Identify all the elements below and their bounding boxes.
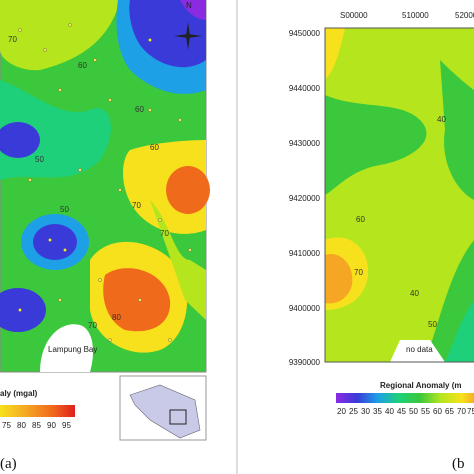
legend-tick: 60: [433, 407, 442, 416]
colorbar: [0, 405, 75, 417]
legend-tick: 65: [445, 407, 454, 416]
no-data-label: no data: [406, 345, 433, 354]
y-tick-label: 9440000: [289, 84, 321, 93]
contour-label: 70: [8, 35, 17, 44]
contour-label: 50: [428, 320, 437, 329]
low: [0, 122, 40, 158]
legend-tick: 20: [337, 407, 346, 416]
contour-label: 40: [410, 289, 419, 298]
legend-title: Regional Anomaly (m: [380, 381, 462, 390]
y-tick-label: 9390000: [289, 358, 321, 367]
legend-tick: 35: [373, 407, 382, 416]
caption: (a): [0, 456, 17, 472]
legend-title: aly (mgal): [0, 389, 38, 398]
contour-label: 60: [78, 61, 87, 70]
zone: [150, 200, 206, 320]
legend-tick: 55: [421, 407, 430, 416]
contour-label: 70: [160, 229, 169, 238]
contour-label: 70: [354, 268, 363, 277]
zone: [325, 28, 345, 80]
map-border: [324, 27, 474, 363]
stations: [18, 23, 192, 342]
legend-tick: 95: [62, 421, 71, 430]
contour-label: 50: [60, 205, 69, 214]
contour-label: 50: [35, 155, 44, 164]
inset-box: [169, 409, 187, 425]
zone: [325, 254, 353, 304]
y-tick-label: 9410000: [289, 249, 321, 258]
bay: [40, 324, 93, 372]
north-arrow: [174, 22, 202, 50]
zone: [129, 0, 206, 68]
y-tick-label: 9430000: [289, 139, 321, 148]
legend-tick: 90: [47, 421, 56, 430]
zone: [0, 0, 120, 71]
legend-tick: 30: [361, 407, 370, 416]
colorbar: [336, 393, 474, 403]
contour-label: 70: [132, 201, 141, 210]
legend-tick: 85: [32, 421, 41, 430]
no-data-area: [390, 340, 445, 362]
contour-label: 60: [135, 105, 144, 114]
high: [103, 268, 171, 332]
zone: [325, 95, 427, 195]
north: N: [186, 1, 192, 10]
contour-label: 60: [356, 215, 365, 224]
y-tick-label: 9400000: [289, 304, 321, 313]
contour-label: 40: [437, 115, 446, 124]
zone: [180, 0, 206, 20]
inset-land: [129, 384, 201, 439]
legend-tick: 45: [397, 407, 406, 416]
left-legend: aly (mgal) 75 80 85 90 95 (a): [0, 375, 207, 472]
legend-tick: 75: [2, 421, 11, 430]
legend-tick: 25: [349, 407, 358, 416]
contour-label: 60: [150, 143, 159, 152]
y-tick-label: 9420000: [289, 194, 321, 203]
right-legend: Regional Anomaly (m 20 25 30 35 40 45 50…: [336, 381, 474, 472]
low: [33, 224, 77, 260]
caption: (b: [452, 456, 465, 472]
legend-tick: 70: [457, 407, 466, 416]
x-tick-label: 520000: [455, 11, 474, 20]
legend-tick: 80: [17, 421, 26, 430]
contour-label: 70: [88, 321, 97, 330]
low: [0, 288, 46, 332]
legend-tick: 50: [409, 407, 418, 416]
zone: [440, 60, 474, 200]
bay-label: Lampung Bay: [48, 345, 97, 354]
right-map: S00000 510000 520000 9450000 9440000 943…: [289, 11, 474, 367]
left-map: N 70 60 60 50 50 60 70 80 70 70 Lampung …: [0, 0, 210, 373]
legend-tick: 75: [467, 407, 474, 416]
x-tick-label: 510000: [402, 11, 429, 20]
legend-tick: 40: [385, 407, 394, 416]
zone: [445, 300, 474, 362]
contour-label: 80: [112, 313, 121, 322]
y-tick-label: 9450000: [289, 29, 321, 38]
x-tick-label: S00000: [340, 11, 368, 20]
high: [166, 166, 210, 214]
